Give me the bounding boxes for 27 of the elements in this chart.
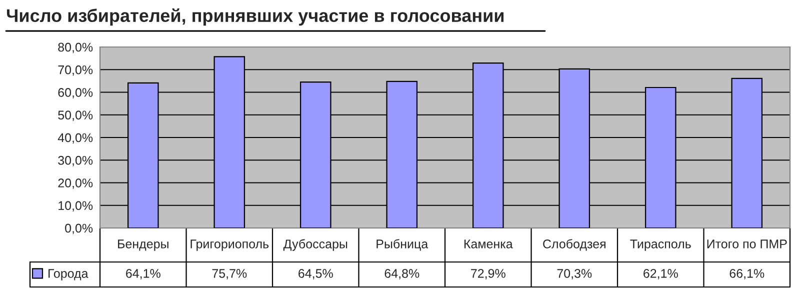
data-label: 66,1% xyxy=(730,269,764,280)
data-label: 75,7% xyxy=(212,269,247,280)
y-tick-label: 80,0% xyxy=(58,42,93,54)
data-label: 70,3% xyxy=(557,269,592,280)
y-tick-label: 0,0% xyxy=(65,224,93,234)
x-tick-label: Слободзея xyxy=(543,239,606,251)
y-tick-label: 40,0% xyxy=(58,133,93,144)
y-tick-label: 20,0% xyxy=(58,178,93,189)
data-label: 64,8% xyxy=(384,269,420,280)
y-tick-label: 60,0% xyxy=(58,88,93,98)
y-tick-label: 50,0% xyxy=(58,110,93,122)
x-tick-label: Каменка xyxy=(464,240,513,248)
data-label: 64,1% xyxy=(126,269,160,280)
x-tick-label: Итого по ПМР xyxy=(707,240,787,248)
y-tick-label: 10,0% xyxy=(58,201,93,212)
data-label: 64,5% xyxy=(298,269,333,280)
x-tick-label: Рыбница xyxy=(376,239,428,251)
legend-label: Города xyxy=(48,269,88,280)
y-tick-label: 70,0% xyxy=(58,65,93,76)
data-label: 72,9% xyxy=(471,269,506,280)
x-tick-label: Григориополь xyxy=(190,240,269,251)
y-tick-label: 30,0% xyxy=(58,156,93,166)
x-tick-label: Бендеры xyxy=(118,240,168,251)
x-tick-label: Тирасполь xyxy=(630,240,691,251)
chart-title: Число избирателей, принявших участие в голосовании xyxy=(6,8,504,26)
data-label: 62,1% xyxy=(644,269,678,280)
x-tick-label: Дубоссары xyxy=(283,239,348,251)
